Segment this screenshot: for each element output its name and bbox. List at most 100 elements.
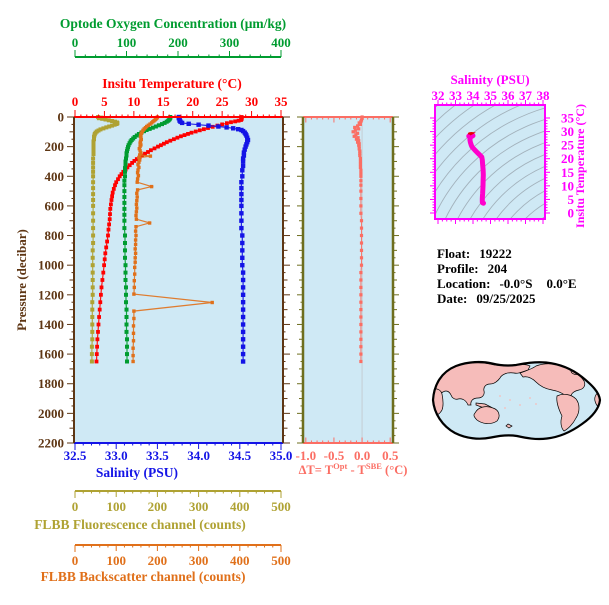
temperature-point (172, 137, 176, 142)
oxygen-point (124, 307, 129, 312)
salinity-point (240, 337, 246, 342)
backscatter-point (137, 147, 141, 151)
salinity-point (242, 147, 247, 152)
fluorescence-point (91, 139, 96, 144)
temperature-point (111, 187, 116, 191)
oxygen-point (164, 119, 169, 124)
pressure-tick-label: 400 (45, 169, 65, 184)
temperature-axis-title: Insitu Temperature (°C) (102, 76, 241, 91)
fluorescence-point (96, 116, 101, 121)
temperature-point (96, 322, 101, 327)
oxygen-curve-markers (122, 115, 173, 364)
oxygen-point (123, 263, 128, 268)
delta-point (359, 352, 363, 356)
oxygen-axis-title: Optode Oxygen Concentration (μm/kg) (60, 16, 286, 31)
backscatter-point (135, 195, 139, 199)
backscatter-point (134, 202, 139, 207)
pressure-tick-label: 1800 (38, 376, 64, 391)
delta-point (358, 159, 362, 164)
temperature-point (106, 227, 111, 232)
delta-point (359, 171, 363, 175)
salinity-point (239, 180, 244, 185)
backscatter-point (136, 163, 140, 167)
pressure-tick-label: 200 (45, 139, 65, 154)
temperature-tick-label: 20 (186, 94, 199, 109)
location-info-line: Location: -0.0°S 0.0°E (437, 276, 607, 291)
salinity-point (240, 248, 245, 253)
backscatter-point (135, 171, 140, 175)
fluorescence-point (90, 322, 95, 327)
oxygen-point (124, 285, 128, 290)
temperature-point (125, 165, 130, 170)
pacific-island-dot (499, 395, 501, 397)
backscatter-point (135, 206, 139, 210)
backscatter-point (132, 309, 136, 313)
backscatter-point (131, 339, 136, 343)
salinity-point (196, 122, 201, 127)
delta-point (359, 263, 364, 267)
temperature-point (197, 128, 202, 133)
backscatter-point (133, 229, 138, 233)
oxygen-point (160, 122, 164, 127)
oxygen-point (122, 195, 127, 199)
delta-point (359, 183, 363, 187)
temperature-point (96, 330, 100, 334)
land-south-america (556, 393, 580, 432)
pressure-tick-label: 1400 (38, 317, 64, 332)
salinity-point (240, 351, 246, 357)
float-info: Float: 19222 Profile: 204 Location: -0.0°S 0… (437, 246, 607, 306)
backscatter-point (132, 279, 136, 283)
delta-point (356, 131, 360, 135)
date-info-line: Date: 09/25/2025 (437, 291, 607, 306)
temperature-point (99, 292, 103, 297)
fluorescence-point (101, 126, 106, 131)
delta-point (359, 322, 363, 327)
backscatter-point (147, 221, 152, 225)
fluorescence-point (91, 211, 96, 216)
delta-tick-label: -1.0 (296, 448, 317, 463)
salinity-point (240, 240, 245, 246)
fluorescence-point (91, 198, 96, 202)
oxygen-point (123, 159, 128, 164)
fluorescence-tick-label: 400 (230, 499, 250, 514)
oxygen-point (123, 270, 128, 275)
temperature-point (175, 135, 180, 140)
salinity-point (240, 344, 246, 349)
backscatter-tick-label: 500 (271, 553, 291, 568)
delta-point (359, 278, 363, 282)
temperature-point (106, 233, 110, 238)
temperature-point (193, 129, 198, 134)
pacific-island-dot (529, 397, 531, 399)
pacific-island-dot (519, 404, 521, 406)
temperature-point (168, 138, 173, 143)
oxygen-point (122, 183, 127, 188)
backscatter-point (135, 177, 140, 181)
salinity-point (240, 159, 246, 164)
temperature-point (108, 212, 112, 216)
backscatter-point (133, 238, 138, 242)
salinity-point (240, 285, 246, 290)
delta-point (353, 125, 357, 129)
salinity-tick-label: 33.0 (105, 448, 128, 463)
delta-point (359, 189, 363, 193)
oxygen-point (124, 292, 128, 297)
salinity-point (240, 174, 245, 179)
oxygen-point (122, 189, 127, 194)
fluorescence-curve-markers (89, 115, 120, 364)
oxygen-point (122, 178, 127, 183)
salinity-point (239, 218, 244, 223)
oxygen-point (123, 278, 128, 282)
fluorescence-point (90, 329, 95, 334)
ts-temperature-tick-label: 15 (561, 165, 575, 180)
delta-point (359, 174, 363, 178)
backscatter-point (134, 213, 138, 218)
backscatter-point (137, 155, 141, 160)
backscatter-point (131, 331, 136, 335)
fluorescence-tick-label: 500 (271, 499, 291, 514)
delta-title-post: (°C) (381, 463, 408, 478)
ts-temperature-tick-label: 10 (561, 178, 574, 193)
salinity-point (240, 322, 246, 327)
fluorescence-point (100, 116, 105, 121)
fluorescence-point (92, 137, 96, 142)
fluorescence-point (92, 135, 96, 139)
